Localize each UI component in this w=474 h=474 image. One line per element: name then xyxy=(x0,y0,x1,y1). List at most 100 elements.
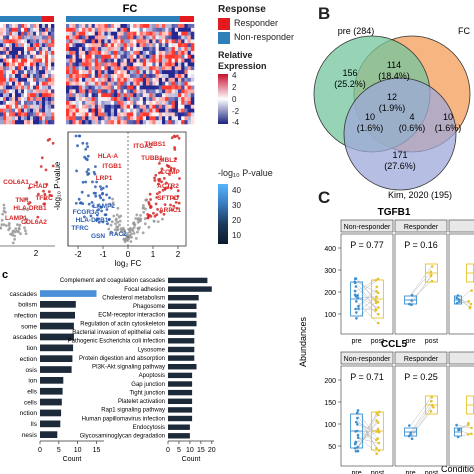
heatmap-cell xyxy=(110,70,115,75)
heatmap-cell xyxy=(3,97,7,102)
heatmap-cell xyxy=(114,54,118,59)
heatmap-cell xyxy=(184,108,188,113)
heatmap-cell xyxy=(82,74,86,79)
heatmap-cell xyxy=(171,58,176,63)
heatmap-cell xyxy=(24,100,28,106)
volcano-point xyxy=(120,229,124,232)
heatmap-cell xyxy=(98,70,102,75)
heatmap-cell xyxy=(36,85,40,90)
heatmap-cell xyxy=(88,70,92,75)
heatmap-cell xyxy=(171,66,176,71)
heatmap-cell xyxy=(85,112,89,117)
heatmap-cell xyxy=(78,81,83,86)
heatmap-cell xyxy=(184,89,188,94)
heatmap-cell xyxy=(162,85,166,90)
heatmap-cell xyxy=(30,104,34,109)
heatmap-cell xyxy=(6,35,10,40)
heatmap-cell xyxy=(162,47,166,52)
heatmap-cell xyxy=(88,43,92,48)
heatmap-cell xyxy=(184,112,188,117)
boxplot-p-value: P = 0.71 xyxy=(350,372,384,382)
heatmap-cell xyxy=(39,97,43,102)
volcano-point xyxy=(172,204,176,208)
heatmap-cell xyxy=(78,77,83,82)
volcano-point xyxy=(125,237,129,241)
heatmap-cell xyxy=(3,31,7,36)
heatmap-cell xyxy=(181,24,185,29)
heatmap-cell xyxy=(36,120,40,125)
heatmap-cell xyxy=(165,89,169,94)
heatmap-cell xyxy=(33,112,37,117)
heatmap-cell xyxy=(146,104,150,109)
heatmap-cell xyxy=(152,27,156,32)
legend-expression-tick: 0 xyxy=(232,95,237,104)
heatmap-cell xyxy=(184,24,188,29)
heatmap-cell xyxy=(181,89,185,94)
heatmap-cell xyxy=(158,31,163,36)
heatmap-cell xyxy=(126,35,131,40)
heatmap-cell xyxy=(130,93,134,98)
volcano-point xyxy=(161,188,165,192)
heatmap-cell xyxy=(36,104,40,109)
heatmap-cell xyxy=(130,50,134,56)
heatmap-cell xyxy=(36,74,40,79)
heatmap-cell xyxy=(66,81,70,86)
heatmap-cell xyxy=(72,120,76,125)
volcano-point xyxy=(2,223,6,226)
heatmap-cell xyxy=(85,116,89,121)
heatmap-cell xyxy=(110,58,115,63)
pathway-term-label: Phagosome xyxy=(133,304,166,310)
heatmap-cell xyxy=(98,100,102,106)
heatmap-cell xyxy=(3,74,7,79)
heatmap-cell xyxy=(39,100,43,106)
heatmap-cell xyxy=(174,89,179,94)
heatmap-cell xyxy=(98,50,102,56)
heatmap-cell xyxy=(39,116,43,121)
heatmap-cell xyxy=(168,47,172,52)
heatmap-cell xyxy=(158,47,163,52)
pathway-bar xyxy=(168,303,197,309)
heatmap-cell xyxy=(51,50,55,56)
heatmap-cell xyxy=(0,100,4,106)
heatmap-cell xyxy=(104,81,108,86)
heatmap-cell xyxy=(146,70,150,75)
heatmap-cell xyxy=(152,85,156,90)
heatmap-cell xyxy=(133,31,137,36)
heatmap-cell xyxy=(120,54,124,59)
heatmap-cell xyxy=(3,81,7,86)
venn-label-fc: FC xyxy=(458,26,470,36)
volcano-point xyxy=(44,168,48,172)
heatmap-cell xyxy=(187,93,192,98)
heatmap-cell xyxy=(51,112,55,117)
heatmap-cell xyxy=(155,70,160,75)
heatmap-cell xyxy=(69,39,73,44)
volcano-point xyxy=(132,223,136,226)
heatmap-cell xyxy=(133,85,137,90)
heatmap-cell xyxy=(187,77,192,82)
heatmap-cell xyxy=(9,54,13,59)
heatmap-cell xyxy=(149,66,153,71)
pathway-term-label: ells xyxy=(27,389,38,396)
heatmap-cell xyxy=(39,89,43,94)
pathway-bar xyxy=(40,311,75,319)
heatmap-cell xyxy=(110,24,115,29)
heatmap-cell xyxy=(94,58,99,63)
volcano-point xyxy=(141,206,145,210)
volcano-point xyxy=(116,206,120,210)
heatmap-cell xyxy=(136,112,140,117)
heatmap-cell xyxy=(0,85,4,90)
volcano-point xyxy=(17,226,21,230)
heatmap-cell xyxy=(178,24,182,29)
heatmap-cell xyxy=(21,27,25,32)
volcano-point xyxy=(98,194,102,198)
heatmap-cell xyxy=(72,62,76,67)
heatmap-cell xyxy=(184,31,188,36)
volcano-gene-label: GSN xyxy=(91,233,105,240)
heatmap-cell xyxy=(66,77,70,82)
volcano-point xyxy=(86,173,90,176)
heatmap-cell xyxy=(165,93,169,98)
volcano-point xyxy=(26,208,29,212)
heatmap-cell xyxy=(110,77,115,82)
heatmap-cell xyxy=(18,112,22,117)
heatmap-cell xyxy=(69,93,73,98)
